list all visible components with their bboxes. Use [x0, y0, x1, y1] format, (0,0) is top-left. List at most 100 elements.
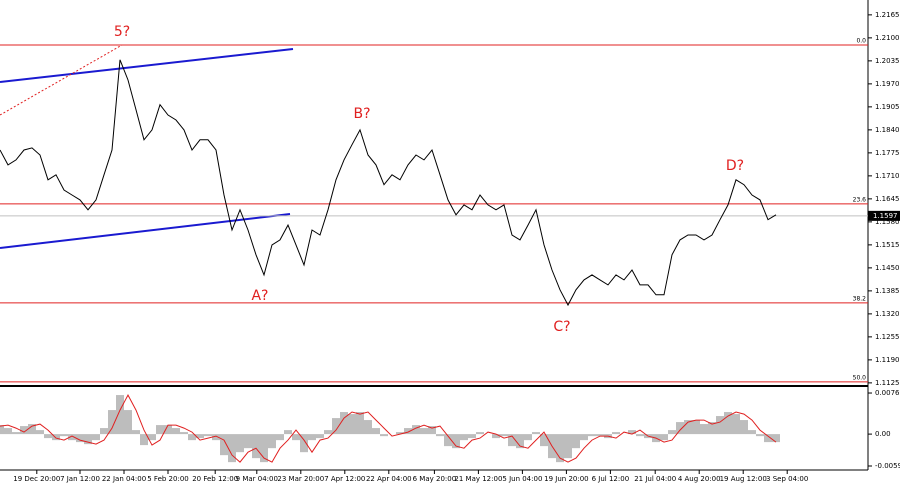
osc-bar — [444, 434, 452, 447]
x-tick-label: 6 May 20:00 — [413, 475, 457, 483]
wave-label: 5? — [114, 24, 130, 40]
osc-bar — [556, 434, 564, 463]
y-tick-label: 1.1580 — [875, 218, 900, 226]
y-tick-label: 1.2100 — [875, 34, 900, 42]
osc-bar — [92, 434, 100, 441]
y-tick-label: 1.1840 — [875, 126, 900, 134]
osc-bar — [420, 428, 428, 435]
osc-bar — [596, 434, 604, 437]
y-tick-label: 1.1645 — [875, 195, 900, 203]
osc-bar — [724, 412, 732, 435]
osc-bar — [28, 424, 36, 435]
osc-bar — [436, 434, 444, 437]
osc-bar — [108, 410, 116, 435]
osc-bar — [508, 434, 516, 447]
wave-label: D? — [726, 158, 744, 174]
osc-bar — [340, 412, 348, 435]
osc-bar — [140, 434, 148, 446]
osc-bar — [36, 430, 44, 435]
osc-bar — [412, 425, 420, 435]
x-tick-label: 4 Aug 20:00 — [678, 475, 721, 483]
osc-bar — [500, 434, 508, 437]
osc-bar — [692, 420, 700, 435]
last-price-label: 1.1597 — [873, 212, 898, 220]
osc-bar — [748, 430, 756, 435]
osc-bar — [60, 434, 68, 437]
y-tick-label: 1.2035 — [875, 57, 900, 65]
osc-bar — [4, 428, 12, 435]
osc-bar — [628, 430, 636, 435]
osc-bar — [284, 430, 292, 435]
osc-bar — [324, 430, 332, 435]
y-tick-label: -0.00597 — [875, 462, 900, 470]
osc-bar — [716, 416, 724, 435]
y-tick-label: 0.00 — [875, 430, 891, 438]
osc-bar — [684, 420, 692, 435]
y-tick-label: 1.1320 — [875, 310, 900, 318]
osc-bar — [700, 424, 708, 435]
osc-bar — [524, 434, 532, 441]
y-tick-label: 1.1450 — [875, 264, 900, 272]
osc-bar — [332, 418, 340, 435]
x-tick-label: 21 Jul 04:00 — [634, 475, 676, 483]
osc-bar — [588, 434, 596, 437]
osc-bar — [660, 434, 668, 441]
osc-bar — [52, 434, 60, 441]
signal-line — [0, 394, 777, 463]
x-tick-label: 19 Dec 20:00 — [13, 475, 60, 483]
osc-bar — [252, 434, 260, 459]
x-tick-label: 5 Feb 20:00 — [147, 475, 188, 483]
osc-bar — [636, 434, 644, 437]
trend-line-dotted — [0, 44, 123, 116]
y-tick-label: 1.1905 — [875, 103, 900, 111]
y-tick-label: 1.1515 — [875, 241, 900, 249]
osc-bar — [532, 432, 540, 435]
x-tick-label: 7 Jan 12:00 — [60, 475, 100, 483]
osc-bar — [476, 432, 484, 435]
osc-bar — [316, 434, 324, 439]
x-tick-label: 3 Sep 04:00 — [766, 475, 808, 483]
osc-bar — [124, 410, 132, 435]
osc-bar — [580, 434, 588, 441]
osc-bar — [356, 412, 364, 435]
level-label: 50.0 — [853, 374, 867, 381]
osc-bar — [676, 422, 684, 435]
x-tick-label: 21 May 12:00 — [454, 475, 502, 483]
osc-bar — [380, 434, 388, 437]
osc-bar — [364, 420, 372, 435]
x-tick-label: 9 Mar 04:00 — [236, 475, 278, 483]
level-label: 38.2 — [853, 295, 867, 302]
osc-bar — [300, 434, 308, 453]
osc-bar — [740, 420, 748, 435]
osc-bar — [468, 434, 476, 439]
x-tick-label: 22 Jan 04:00 — [102, 475, 146, 483]
y-tick-label: 1.2165 — [875, 11, 900, 19]
trend-line — [0, 48, 294, 83]
osc-bar — [236, 434, 244, 453]
y-tick-label: 1.1125 — [875, 379, 900, 387]
osc-bar — [516, 434, 524, 449]
osc-bar — [116, 395, 124, 435]
osc-bar — [44, 434, 52, 439]
osc-bar — [564, 434, 572, 459]
x-tick-label: 22 Apr 04:00 — [366, 475, 412, 483]
y-tick-label: 1.1775 — [875, 149, 900, 157]
osc-bar — [180, 432, 188, 435]
osc-bar — [212, 434, 220, 441]
osc-bar — [100, 428, 108, 435]
osc-bar — [204, 434, 212, 437]
osc-bar — [372, 428, 380, 435]
y-tick-label: 1.1385 — [875, 287, 900, 295]
osc-bar — [20, 426, 28, 435]
x-tick-label: 23 Mar 20:00 — [277, 475, 324, 483]
osc-bar — [708, 422, 716, 435]
osc-bar — [404, 428, 412, 435]
osc-bar — [220, 434, 228, 456]
wave-label: B? — [353, 106, 370, 122]
osc-bar — [188, 434, 196, 441]
x-tick-label: 19 Jun 20:00 — [544, 475, 588, 483]
osc-bar — [148, 434, 156, 441]
osc-bar — [68, 434, 76, 441]
